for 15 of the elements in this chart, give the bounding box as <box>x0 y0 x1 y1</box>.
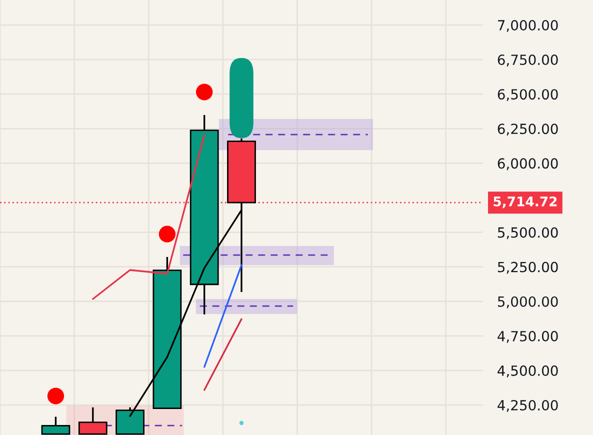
y-tick-label: 5,000.00 <box>498 296 558 308</box>
point <box>47 388 64 404</box>
y-tick-label: 4,250.00 <box>498 400 558 412</box>
y-tick-label: 4,500.00 <box>498 365 558 378</box>
point <box>196 84 213 100</box>
y-tick-label: 6,500.00 <box>498 89 558 101</box>
y-tick-label: 5,250.00 <box>498 262 558 274</box>
ref-line-label: 5,714.72 <box>494 196 557 208</box>
point <box>158 226 176 242</box>
y-tick-label: 6,250.00 <box>498 124 558 136</box>
y-tick-label: 6,000.00 <box>498 158 558 170</box>
y-tick-label: 5,500.00 <box>498 227 558 240</box>
y-tick-label: 4,750.00 <box>498 330 558 343</box>
y-tick-label: 6,750.00 <box>498 54 558 66</box>
y-tick-label: 7,000.00 <box>498 20 558 32</box>
